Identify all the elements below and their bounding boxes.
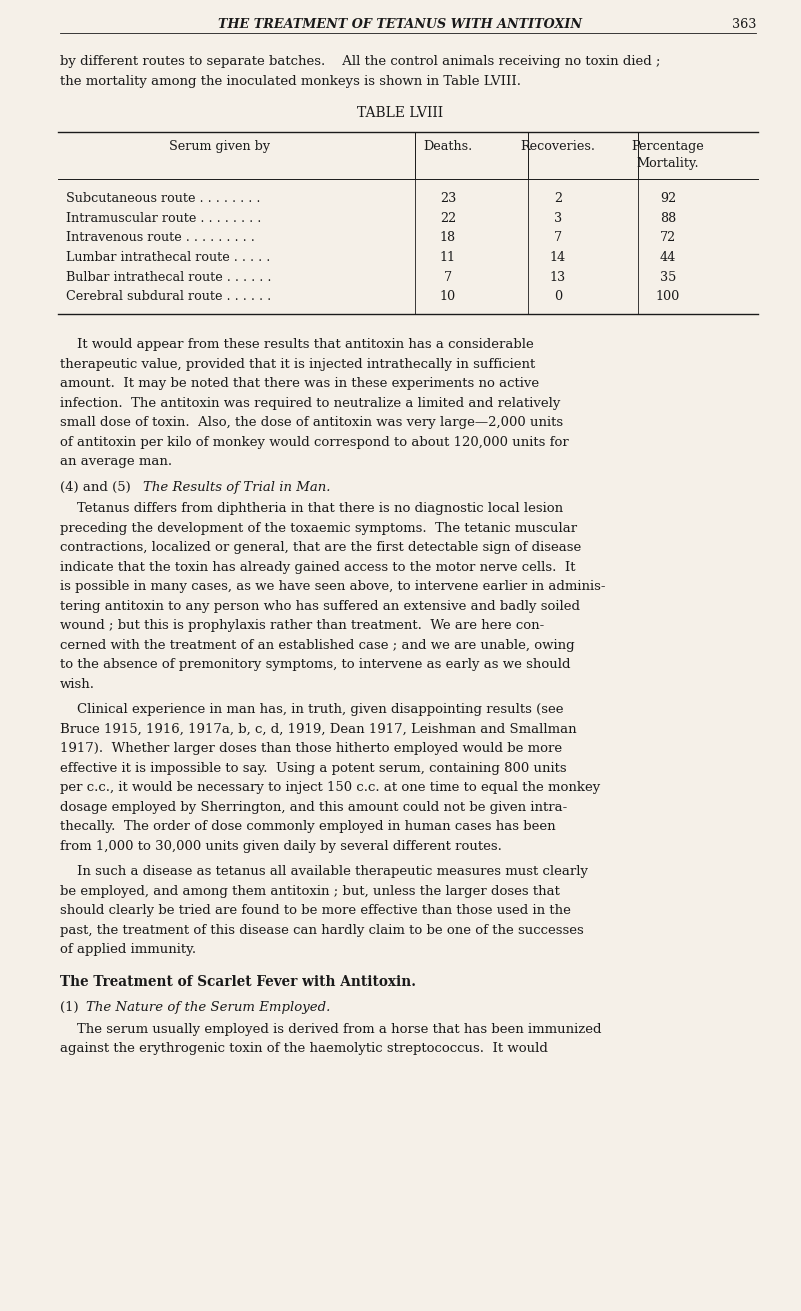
Text: 23: 23 [440, 191, 456, 205]
Text: 72: 72 [660, 232, 676, 244]
Text: Cerebral subdural route . . . . . .: Cerebral subdural route . . . . . . [66, 291, 272, 304]
Text: 35: 35 [660, 271, 676, 283]
Text: is possible in many cases, as we have seen above, to intervene earlier in admini: is possible in many cases, as we have se… [60, 581, 606, 593]
Text: 18: 18 [440, 232, 456, 244]
Text: effective it is impossible to say.  Using a potent serum, containing 800 units: effective it is impossible to say. Using… [60, 762, 566, 775]
Text: 88: 88 [660, 211, 676, 224]
Text: of applied immunity.: of applied immunity. [60, 943, 196, 956]
Text: Serum given by: Serum given by [170, 140, 271, 153]
Text: thecally.  The order of dose commonly employed in human cases has been: thecally. The order of dose commonly emp… [60, 821, 556, 834]
Text: 10: 10 [440, 291, 456, 304]
Text: dosage employed by Sherrington, and this amount could not be given intra-: dosage employed by Sherrington, and this… [60, 801, 567, 814]
Text: Recoveries.: Recoveries. [521, 140, 595, 153]
Text: The Nature of the Serum Employed.: The Nature of the Serum Employed. [86, 1002, 330, 1015]
Text: Intramuscular route . . . . . . . .: Intramuscular route . . . . . . . . [66, 211, 261, 224]
Text: small dose of toxin.  Also, the dose of antitoxin was very large—2,000 units: small dose of toxin. Also, the dose of a… [60, 416, 563, 429]
Text: TABLE LVIII: TABLE LVIII [357, 106, 444, 121]
Text: 13: 13 [550, 271, 566, 283]
Text: the mortality among the inoculated monkeys is shown in Table LVIII.: the mortality among the inoculated monke… [60, 75, 521, 88]
Text: wish.: wish. [60, 678, 95, 691]
Text: In such a disease as tetanus all available therapeutic measures must clearly: In such a disease as tetanus all availab… [60, 865, 588, 878]
Text: 7: 7 [444, 271, 452, 283]
Text: against the erythrogenic toxin of the haemolytic streptococcus.  It would: against the erythrogenic toxin of the ha… [60, 1042, 548, 1055]
Text: It would appear from these results that antitoxin has a considerable: It would appear from these results that … [60, 338, 533, 351]
Text: cerned with the treatment of an established case ; and we are unable, owing: cerned with the treatment of an establis… [60, 638, 574, 652]
Text: 14: 14 [550, 252, 566, 264]
Text: 44: 44 [660, 252, 676, 264]
Text: 363: 363 [731, 18, 756, 31]
Text: The Treatment of Scarlet Fever with Antitoxin.: The Treatment of Scarlet Fever with Anti… [60, 974, 416, 988]
Text: The Results of Trial in Man.: The Results of Trial in Man. [143, 481, 331, 494]
Text: from 1,000 to 30,000 units given daily by several different routes.: from 1,000 to 30,000 units given daily b… [60, 840, 502, 852]
Text: THE TREATMENT OF TETANUS WITH ANTITOXIN: THE TREATMENT OF TETANUS WITH ANTITOXIN [219, 18, 582, 31]
Text: The serum usually employed is derived from a horse that has been immunized: The serum usually employed is derived fr… [60, 1023, 602, 1036]
Text: (1): (1) [60, 1002, 83, 1015]
Text: 7: 7 [554, 232, 562, 244]
Text: be employed, and among them antitoxin ; but, unless the larger doses that: be employed, and among them antitoxin ; … [60, 885, 560, 898]
Text: therapeutic value, provided that it is injected intrathecally in sufficient: therapeutic value, provided that it is i… [60, 358, 535, 371]
Text: to the absence of premonitory symptoms, to intervene as early as we should: to the absence of premonitory symptoms, … [60, 658, 570, 671]
Text: Mortality.: Mortality. [637, 157, 699, 170]
Text: Subcutaneous route . . . . . . . .: Subcutaneous route . . . . . . . . [66, 191, 260, 205]
Text: Bulbar intrathecal route . . . . . .: Bulbar intrathecal route . . . . . . [66, 271, 272, 283]
Text: Deaths.: Deaths. [424, 140, 473, 153]
Text: tering antitoxin to any person who has suffered an extensive and badly soiled: tering antitoxin to any person who has s… [60, 599, 580, 612]
Text: Clinical experience in man has, in truth, given disappointing results (see: Clinical experience in man has, in truth… [60, 703, 563, 716]
Text: Lumbar intrathecal route . . . . .: Lumbar intrathecal route . . . . . [66, 252, 271, 264]
Text: 1917).  Whether larger doses than those hitherto employed would be more: 1917). Whether larger doses than those h… [60, 742, 562, 755]
Text: 92: 92 [660, 191, 676, 205]
Text: contractions, localized or general, that are the first detectable sign of diseas: contractions, localized or general, that… [60, 541, 582, 555]
Text: an average man.: an average man. [60, 455, 172, 468]
Text: Percentage: Percentage [632, 140, 704, 153]
Text: (4) and (5): (4) and (5) [60, 481, 135, 494]
Text: preceding the development of the toxaemic symptoms.  The tetanic muscular: preceding the development of the toxaemi… [60, 522, 578, 535]
Text: 22: 22 [440, 211, 456, 224]
Text: infection.  The antitoxin was required to neutralize a limited and relatively: infection. The antitoxin was required to… [60, 397, 561, 410]
Text: 3: 3 [554, 211, 562, 224]
Text: 11: 11 [440, 252, 456, 264]
Text: 0: 0 [554, 291, 562, 304]
Text: of antitoxin per kilo of monkey would correspond to about 120,000 units for: of antitoxin per kilo of monkey would co… [60, 435, 569, 448]
Text: past, the treatment of this disease can hardly claim to be one of the successes: past, the treatment of this disease can … [60, 924, 584, 936]
Text: 2: 2 [554, 191, 562, 205]
Text: Bruce 1915, 1916, 1917a, b, c, d, 1919, Dean 1917, Leishman and Smallman: Bruce 1915, 1916, 1917a, b, c, d, 1919, … [60, 722, 577, 735]
Text: indicate that the toxin has already gained access to the motor nerve cells.  It: indicate that the toxin has already gain… [60, 561, 575, 574]
Text: Tetanus differs from diphtheria in that there is no diagnostic local lesion: Tetanus differs from diphtheria in that … [60, 502, 563, 515]
Text: by different routes to separate batches.    All the control animals receiving no: by different routes to separate batches.… [60, 55, 661, 68]
Text: amount.  It may be noted that there was in these experiments no active: amount. It may be noted that there was i… [60, 378, 539, 391]
Text: per c.c., it would be necessary to inject 150 c.c. at one time to equal the monk: per c.c., it would be necessary to injec… [60, 781, 600, 794]
Text: should clearly be tried are found to be more effective than those used in the: should clearly be tried are found to be … [60, 905, 571, 918]
Text: 100: 100 [656, 291, 680, 304]
Text: Intravenous route . . . . . . . . .: Intravenous route . . . . . . . . . [66, 232, 255, 244]
Text: wound ; but this is prophylaxis rather than treatment.  We are here con-: wound ; but this is prophylaxis rather t… [60, 619, 544, 632]
